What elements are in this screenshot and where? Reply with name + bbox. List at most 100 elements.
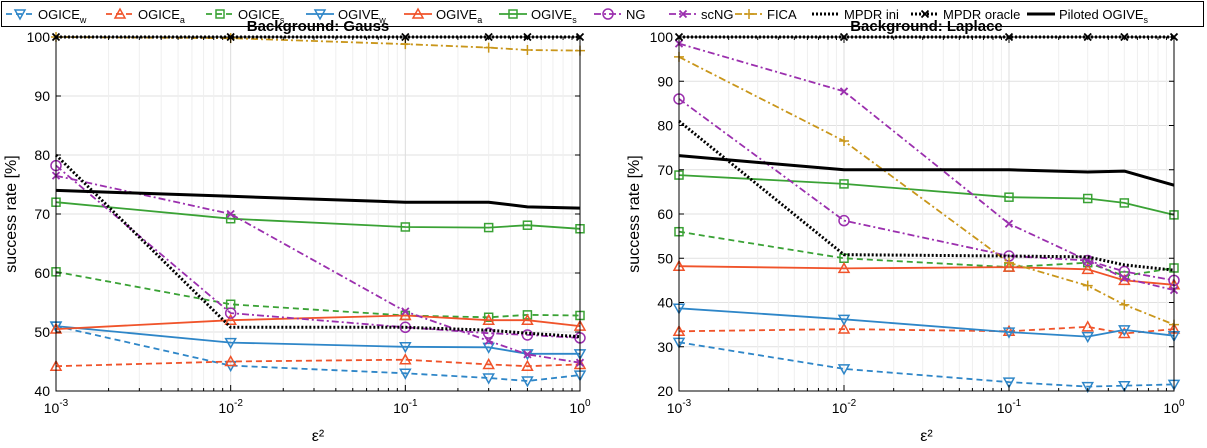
legend-label-main: MPDR oracle	[943, 7, 1020, 22]
data-point	[1118, 380, 1131, 393]
data-point	[837, 314, 851, 326]
series-line	[55, 36, 581, 52]
data-point	[522, 44, 533, 55]
series-scng	[51, 171, 585, 367]
data-point	[1120, 274, 1129, 283]
data-point	[1002, 377, 1016, 389]
data-point	[521, 376, 534, 388]
data-point	[1081, 381, 1094, 394]
series-line	[55, 270, 581, 319]
series-mpdr-ini	[678, 119, 1175, 272]
x-tick-label: 10-1	[393, 398, 418, 416]
data-point	[837, 322, 851, 334]
y-tick-label: 80	[34, 147, 50, 163]
data-point	[1004, 192, 1014, 202]
series-line	[678, 230, 1175, 277]
series-fica	[674, 51, 1179, 330]
series-line	[55, 201, 581, 230]
data-point	[482, 373, 495, 385]
legend-entry: OGIVEs	[499, 7, 577, 25]
legend-entry: FICA	[735, 7, 797, 22]
x-axis-label: ε²	[920, 428, 933, 445]
data-point	[838, 214, 850, 227]
data-point	[1081, 320, 1094, 332]
legend-label-subscript: s	[280, 15, 285, 25]
legend-label-main: scNG	[701, 7, 734, 22]
series-ogice-s	[51, 267, 585, 322]
y-tick-label: 70	[657, 162, 673, 178]
data-point	[839, 87, 849, 96]
legend-label-main: NG	[626, 7, 646, 22]
legend-label: OGIVEa	[436, 7, 482, 25]
data-point	[399, 353, 412, 365]
y-axis-label: success rate [%]	[626, 155, 643, 272]
data-point	[1002, 260, 1016, 272]
legend-label-subscript: s	[1144, 15, 1149, 25]
legend-label-main: OGICE	[138, 7, 180, 22]
data-point	[1004, 219, 1014, 228]
data-point	[224, 313, 237, 325]
data-point	[399, 368, 412, 380]
data-point	[401, 307, 410, 316]
data-point	[482, 342, 495, 354]
x-tick-label: 10-3	[44, 398, 69, 416]
legend-label: OGIVEs	[531, 7, 577, 25]
chart-title: Background: Laplace	[850, 18, 1003, 35]
legend-label: Piloted OGIVEs	[1059, 7, 1149, 25]
x-tick-base: 10	[667, 400, 683, 416]
legend-label-main: MPDR ini	[844, 7, 899, 22]
data-point	[224, 354, 237, 367]
x-tick-base: 10	[997, 400, 1013, 416]
data-point	[1081, 262, 1094, 275]
x-tick-base: 10	[1163, 400, 1179, 416]
x-tick-exponent: -3	[682, 398, 691, 409]
series-scng	[674, 39, 1179, 295]
legend-label: MPDR oracle	[943, 7, 1020, 22]
y-tick-label: 40	[34, 383, 50, 399]
legend-entry: scNG	[669, 7, 734, 22]
x-tick-base: 10	[393, 400, 409, 416]
x-tick-exponent: -1	[1012, 398, 1021, 409]
legend-label-subscript: a	[477, 15, 482, 25]
legend-label: OGIVEw	[338, 7, 386, 25]
x-tick-base: 10	[569, 400, 585, 416]
legend-entry: MPDR oracle	[911, 7, 1020, 22]
data-point	[483, 42, 494, 53]
y-tick-label: 60	[34, 265, 50, 281]
x-tick-label: 100	[1163, 398, 1185, 416]
series-ogive-s	[674, 170, 1179, 220]
data-point	[1002, 324, 1016, 337]
legend-label-main: OGIVE	[338, 7, 380, 22]
legend-label: MPDR ini	[844, 7, 899, 22]
data-point	[483, 222, 494, 233]
series-ogice-s	[674, 226, 1179, 281]
y-tick-label: 60	[657, 206, 673, 222]
series-ogice-a	[49, 353, 587, 371]
legend-marker	[215, 9, 225, 19]
data-point	[837, 261, 851, 274]
grid	[55, 36, 581, 392]
legend-marker	[508, 9, 518, 19]
legend-entry: OGICEw	[6, 7, 87, 25]
data-point	[1082, 280, 1093, 291]
legend-marker	[920, 9, 930, 19]
data-point	[1082, 193, 1093, 204]
x-tick-base: 10	[218, 400, 234, 416]
x-tick-exponent: -1	[409, 398, 418, 409]
y-tick-label: 70	[34, 206, 50, 222]
data-point	[1118, 325, 1131, 337]
y-axis-label: success rate [%]	[3, 155, 20, 272]
data-point	[1002, 327, 1016, 339]
legend-label: OGICEw	[38, 7, 87, 25]
data-point	[483, 312, 494, 322]
legend-marker	[411, 7, 425, 19]
series-line	[55, 314, 581, 330]
series-line	[55, 188, 581, 210]
chart-title: Background: Gauss	[247, 18, 390, 35]
series-piloted-ogive-s	[678, 154, 1175, 187]
series-line	[678, 341, 1175, 388]
x-tick-label: 10-2	[832, 398, 857, 416]
legend-label-subscript: w	[378, 15, 386, 25]
legend-entry: Piloted OGIVEs	[1027, 7, 1149, 25]
